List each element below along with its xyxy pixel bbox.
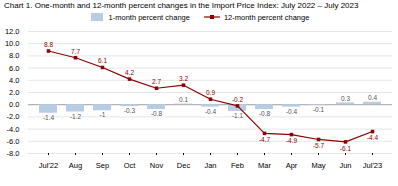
svg-text:0.0: 0.0 <box>9 100 19 109</box>
html-text:Chart 1. One-month and 12-mont: Chart 1. One-month and 12-month percent … <box>4 1 359 10</box>
svg-text:-8.0: -8.0 <box>7 149 20 158</box>
svg-text:May: May <box>311 161 325 170</box>
svg-text:0.4: 0.4 <box>368 94 377 101</box>
svg-text:-4.4: -4.4 <box>367 134 379 141</box>
svg-text:7.7: 7.7 <box>71 48 80 55</box>
svg-text:Aug: Aug <box>69 161 82 170</box>
svg-text:-5.7: -5.7 <box>313 142 325 149</box>
svg-text:8.8: 8.8 <box>44 41 53 48</box>
svg-text:8.0: 8.0 <box>9 51 19 60</box>
svg-text:Jul'23: Jul'23 <box>363 161 382 170</box>
svg-text:Jan: Jan <box>204 161 216 170</box>
svg-text:-4.0: -4.0 <box>7 125 20 134</box>
svg-text:-0.8: -0.8 <box>151 110 163 117</box>
svg-text:0.1: 0.1 <box>179 96 188 103</box>
svg-text:-0.4: -0.4 <box>205 108 217 115</box>
svg-text:4.2: 4.2 <box>125 69 134 76</box>
svg-text:-1.4: -1.4 <box>43 114 55 121</box>
html-text:12-month percent change: 12-month percent change <box>223 12 310 22</box>
svg-text:0.9: 0.9 <box>206 89 215 96</box>
svg-text:-4.7: -4.7 <box>259 136 271 143</box>
svg-text:Sep: Sep <box>96 161 109 170</box>
svg-text:Mar: Mar <box>258 161 271 170</box>
svg-text:-0.4: -0.4 <box>286 108 298 115</box>
svg-text:6.1: 6.1 <box>98 57 107 64</box>
svg-text:6.0: 6.0 <box>9 64 19 73</box>
svg-text:2.7: 2.7 <box>152 78 161 85</box>
svg-text:-4.9: -4.9 <box>286 137 298 144</box>
svg-text:12.0: 12.0 <box>5 27 20 36</box>
svg-text:3.2: 3.2 <box>179 75 188 82</box>
svg-text:Dec: Dec <box>177 161 191 170</box>
svg-text:-0.8: -0.8 <box>259 110 271 117</box>
svg-text:Nov: Nov <box>150 161 164 170</box>
svg-text:-6.1: -6.1 <box>340 145 352 152</box>
svg-text:4.0: 4.0 <box>9 76 19 85</box>
svg-text:-0.3: -0.3 <box>124 107 136 114</box>
svg-text:2.0: 2.0 <box>9 88 19 97</box>
svg-text:Jun: Jun <box>339 161 351 170</box>
svg-text:Jul'22: Jul'22 <box>39 161 58 170</box>
svg-text:10.0: 10.0 <box>5 39 20 48</box>
svg-text:-1.1: -1.1 <box>232 112 244 119</box>
svg-text:0.3: 0.3 <box>341 95 350 102</box>
svg-text:Feb: Feb <box>231 161 244 170</box>
svg-text:-0.2: -0.2 <box>232 96 244 103</box>
html-text:1-month percent change: 1-month percent change <box>108 12 190 22</box>
svg-text:Apr: Apr <box>286 161 298 170</box>
svg-text:Oct: Oct <box>124 161 137 170</box>
svg-text:-0.1: -0.1 <box>313 106 325 113</box>
svg-text:-1: -1 <box>100 111 106 118</box>
svg-text:-1.2: -1.2 <box>70 113 82 120</box>
svg-text:-6.0: -6.0 <box>7 137 20 146</box>
svg-text:-2.0: -2.0 <box>7 112 20 121</box>
